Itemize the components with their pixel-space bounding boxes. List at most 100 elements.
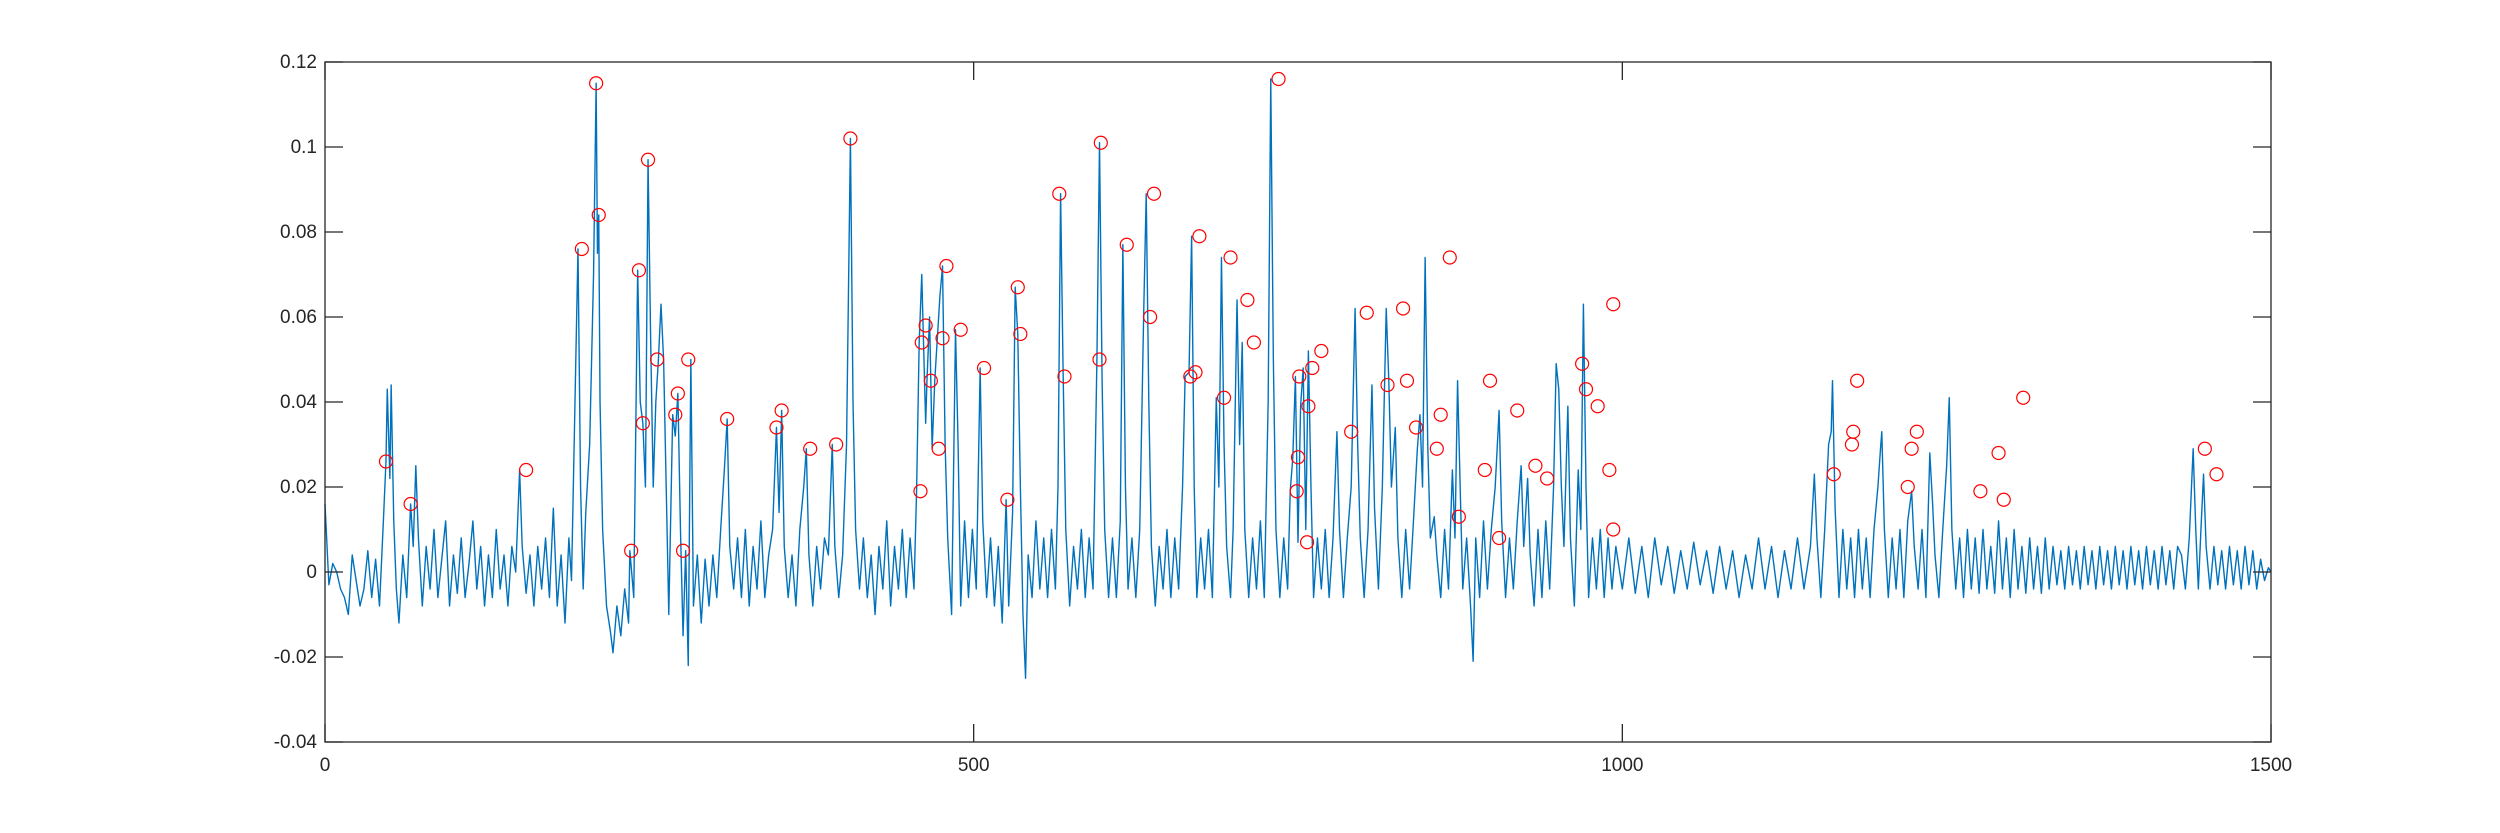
peak-marker <box>1188 365 1203 380</box>
peak-marker <box>574 241 589 257</box>
peak-marker <box>829 437 844 452</box>
peak-marker <box>1146 186 1162 201</box>
peak-marker <box>1093 135 1108 150</box>
peak-marker <box>1359 305 1374 320</box>
peak-marker <box>631 263 647 278</box>
peak-marker <box>1057 369 1072 384</box>
peak-marker <box>1305 360 1320 376</box>
peak-marker <box>918 318 933 333</box>
peak-marker <box>1395 301 1411 316</box>
peak-marker <box>923 373 938 388</box>
peak-marker <box>650 352 665 367</box>
x-tick-label: 500 <box>958 755 990 776</box>
y-tick-label: 0.1 <box>291 137 317 158</box>
peak-marker <box>1846 424 1861 439</box>
peak-marker <box>1399 373 1415 388</box>
peak-marker <box>1578 382 1594 397</box>
y-tick-label: 0 <box>306 562 317 583</box>
peak-marker <box>1442 250 1457 265</box>
peak-marker <box>1010 280 1025 295</box>
peak-marker <box>1192 229 1207 244</box>
peak-marker <box>1380 377 1395 393</box>
peak-marker <box>1119 237 1134 252</box>
y-tick-label: 0.02 <box>280 477 317 498</box>
peak-marker <box>591 207 606 223</box>
peak-marker <box>1301 399 1316 414</box>
peak-marker <box>1092 352 1107 367</box>
x-tick-label: 0 <box>320 755 331 776</box>
peak-marker <box>1491 530 1507 546</box>
peak-marker <box>914 335 929 350</box>
peak-marker <box>1290 450 1306 465</box>
peak-marker <box>1991 445 2006 461</box>
peak-marker <box>803 441 818 456</box>
y-tick-label: 0.06 <box>280 307 317 328</box>
peak-marker <box>1000 492 1015 507</box>
peak-marker <box>1850 373 1865 388</box>
peak-marker <box>953 322 968 337</box>
peak-marker <box>1539 471 1555 486</box>
peak-marker <box>1271 71 1286 87</box>
peak-marker <box>1451 509 1466 524</box>
peak-marker <box>681 352 696 367</box>
peak-marker <box>1408 420 1424 435</box>
peak-marker <box>1996 492 2011 507</box>
peak-marker <box>720 411 735 427</box>
peak-marker <box>913 484 928 499</box>
peak-marker <box>1314 343 1329 359</box>
peak-marker <box>935 331 950 346</box>
peak-marker <box>1904 441 1919 456</box>
peak-marker <box>769 420 784 435</box>
peak-marker <box>1216 390 1232 405</box>
y-tick-label: -0.02 <box>274 647 317 668</box>
peak-marker <box>668 407 683 422</box>
peak-marker <box>1602 462 1617 478</box>
x-axis-ticks: 0 500 1000 1500 <box>320 62 2292 776</box>
peak-marker <box>931 441 946 456</box>
signal-line <box>324 78 2272 679</box>
peak-marker <box>1606 297 1621 312</box>
peak-marker <box>1052 186 1067 201</box>
peak-marker <box>1429 441 1444 456</box>
peak-marker <box>670 386 685 401</box>
peak-marker <box>843 131 858 146</box>
peak-marker <box>1575 356 1590 371</box>
peak-marker <box>1973 484 1988 499</box>
y-axis-ticks: -0.04 -0.02 0 0.02 0.04 0.06 0.08 0.1 0.12 <box>274 52 2271 753</box>
peak-marker <box>774 403 789 418</box>
y-tick-label: 0.08 <box>280 222 317 243</box>
peak-marker <box>589 76 604 91</box>
peak-marker <box>1826 467 1841 482</box>
peak-marker <box>1292 369 1307 384</box>
peak-marker <box>1183 369 1198 384</box>
peak-marker <box>2016 390 2031 405</box>
peak-marker <box>675 543 691 558</box>
peak-marker <box>1240 292 1255 308</box>
peak-marker <box>1299 535 1315 550</box>
peak-marker <box>640 152 656 167</box>
peak-marker <box>1289 484 1304 499</box>
peak-marker <box>976 360 992 376</box>
peak-marker <box>1246 335 1261 350</box>
peak-marker <box>1223 250 1238 265</box>
peak-marker <box>1900 479 1915 495</box>
peak-marker <box>624 543 639 558</box>
peak-marker <box>1344 424 1359 439</box>
peak-marker <box>1510 403 1525 418</box>
peak-marker <box>939 258 954 274</box>
y-tick-label: 0.12 <box>280 52 317 73</box>
marker-layer <box>378 71 2224 558</box>
peak-marker <box>518 462 534 478</box>
series-layer <box>324 78 2272 679</box>
plot-background <box>325 62 2271 742</box>
peak-marker <box>1433 407 1448 422</box>
peak-marker <box>1606 522 1621 537</box>
x-tick-label: 1500 <box>2250 755 2292 776</box>
peak-marker <box>1590 399 1605 414</box>
peak-marker <box>1909 424 1924 439</box>
y-tick-label: 0.04 <box>280 392 317 413</box>
peak-marker <box>1142 309 1158 325</box>
peak-marker <box>635 416 650 431</box>
y-tick-label: -0.04 <box>274 732 318 753</box>
